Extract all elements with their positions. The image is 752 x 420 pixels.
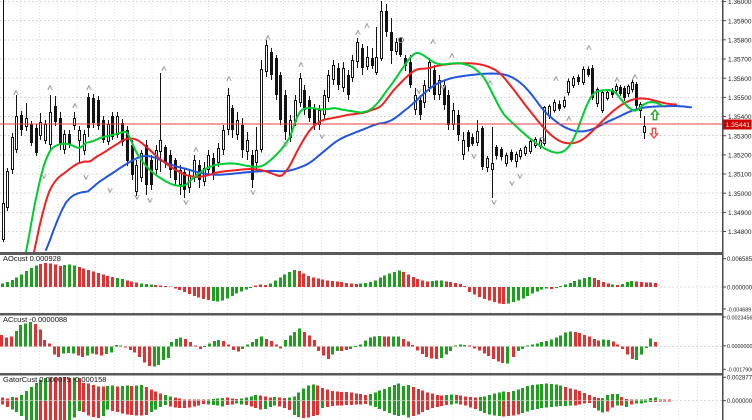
- svg-text:1.34900: 1.34900: [728, 210, 752, 217]
- svg-text:1.35300: 1.35300: [728, 133, 752, 140]
- svg-text:0.000000: 0.000000: [727, 399, 752, 405]
- svg-text:0.0023456: 0.0023456: [727, 315, 752, 321]
- svg-text:1.35441: 1.35441: [726, 122, 751, 129]
- svg-text:1.35200: 1.35200: [728, 153, 752, 160]
- svg-text:-0.0017900: -0.0017900: [727, 368, 752, 374]
- svg-text:0.006585: 0.006585: [727, 257, 752, 263]
- svg-text:ACcust -0.0000088: ACcust -0.0000088: [3, 315, 67, 324]
- svg-text:1.35900: 1.35900: [728, 18, 752, 25]
- svg-text:GatorCust 0.000075 -0.000158: GatorCust 0.000075 -0.000158: [3, 375, 106, 384]
- svg-text:1.36000: 1.36000: [728, 0, 752, 6]
- svg-text:1.35400: 1.35400: [728, 114, 752, 121]
- svg-text:1.35000: 1.35000: [728, 191, 752, 198]
- svg-text:0.0000000: 0.0000000: [727, 344, 752, 350]
- svg-text:1.34800: 1.34800: [728, 229, 752, 236]
- svg-text:0.000000: 0.000000: [727, 285, 752, 291]
- svg-text:1.35800: 1.35800: [728, 37, 752, 44]
- svg-text:-0.004689: -0.004689: [727, 307, 751, 313]
- svg-text:1.35700: 1.35700: [728, 57, 752, 64]
- svg-text:1.35500: 1.35500: [728, 95, 752, 102]
- svg-text:AOcust 0.000928: AOcust 0.000928: [3, 254, 61, 263]
- svg-text:1.35600: 1.35600: [728, 76, 752, 83]
- svg-text:1.35100: 1.35100: [728, 172, 752, 179]
- svg-text:0.002877: 0.002877: [727, 376, 752, 382]
